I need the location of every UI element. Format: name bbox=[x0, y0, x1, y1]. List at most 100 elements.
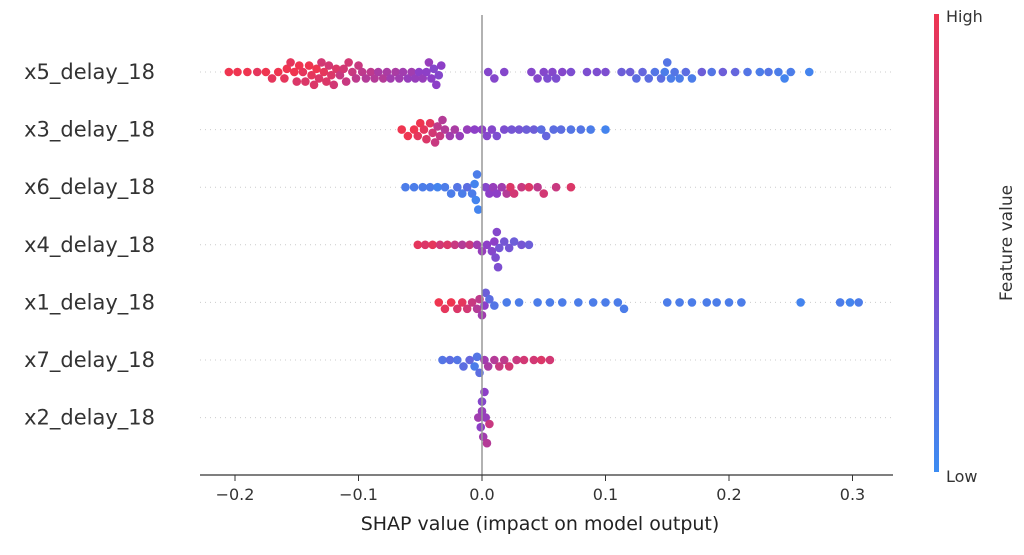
shap-point bbox=[491, 253, 500, 262]
shap-point bbox=[409, 125, 419, 134]
shap-point bbox=[289, 67, 299, 77]
shap-point bbox=[687, 298, 697, 307]
shap-point bbox=[335, 70, 345, 80]
shap-point bbox=[294, 61, 304, 70]
shap-point bbox=[471, 195, 481, 205]
shap-point bbox=[427, 74, 436, 83]
shap-point bbox=[541, 131, 551, 141]
shap-point bbox=[625, 67, 635, 77]
shap-point bbox=[436, 61, 446, 70]
feature-label: x2_delay_18 bbox=[24, 406, 155, 431]
shap-point bbox=[548, 67, 557, 77]
shap-point bbox=[529, 125, 539, 134]
shap-point bbox=[485, 189, 494, 198]
shap-point bbox=[536, 125, 546, 134]
shap-point bbox=[370, 74, 379, 83]
shap-point bbox=[319, 67, 329, 77]
shap-point bbox=[409, 182, 419, 192]
shap-point bbox=[438, 355, 447, 365]
feature-label: x4_delay_18 bbox=[24, 233, 155, 258]
shap-point bbox=[348, 67, 357, 77]
shap-point bbox=[425, 118, 435, 128]
shap-point bbox=[465, 240, 474, 250]
shap-point bbox=[413, 131, 423, 141]
shap-point bbox=[845, 298, 855, 307]
shap-point bbox=[403, 131, 413, 141]
shap-point bbox=[675, 74, 684, 83]
shap-point bbox=[514, 298, 524, 307]
shap-point bbox=[483, 67, 493, 77]
shap-point bbox=[656, 74, 666, 83]
x-axis-label: SHAP value (impact on model output) bbox=[361, 513, 720, 535]
shap-point bbox=[509, 189, 519, 198]
shap-point bbox=[252, 67, 262, 77]
x-tick-label: 0.0 bbox=[469, 485, 494, 504]
shap-point bbox=[457, 240, 467, 250]
shap-point bbox=[517, 240, 526, 250]
shap-point bbox=[472, 304, 482, 314]
shap-point bbox=[282, 64, 292, 74]
shap-point bbox=[504, 362, 514, 371]
shap-point bbox=[433, 122, 442, 131]
shap-point bbox=[415, 118, 425, 128]
shap-point bbox=[499, 125, 509, 134]
shap-point bbox=[457, 189, 467, 198]
shap-point bbox=[549, 125, 558, 134]
shap-point bbox=[644, 74, 654, 83]
shap-point bbox=[835, 298, 845, 307]
shap-point bbox=[588, 298, 598, 307]
shap-point bbox=[502, 298, 512, 307]
shap-point bbox=[446, 189, 456, 198]
shap-point bbox=[322, 77, 331, 86]
shap-point bbox=[397, 125, 407, 134]
shap-point bbox=[298, 67, 308, 77]
shap-point bbox=[482, 240, 492, 250]
shap-point bbox=[403, 74, 413, 83]
shap-point bbox=[312, 64, 321, 74]
shap-point bbox=[435, 131, 445, 141]
shap-point bbox=[650, 67, 660, 77]
shap-point bbox=[854, 298, 863, 307]
shap-point bbox=[473, 205, 483, 214]
shap-point bbox=[401, 182, 410, 192]
shap-point bbox=[533, 182, 542, 192]
shap-point bbox=[434, 298, 444, 307]
shap-point bbox=[422, 67, 431, 77]
shap-point bbox=[485, 294, 494, 304]
shap-point bbox=[429, 64, 439, 74]
shap-point bbox=[536, 355, 546, 365]
shap-point bbox=[413, 240, 423, 250]
shap-point bbox=[450, 240, 460, 250]
shap-point bbox=[301, 77, 310, 86]
shap-point bbox=[407, 67, 416, 77]
shap-point bbox=[304, 61, 314, 70]
x-tick-label: −0.2 bbox=[216, 485, 255, 504]
shap-point bbox=[702, 298, 712, 307]
shap-point bbox=[557, 298, 567, 307]
shap-point bbox=[718, 67, 728, 77]
shap-point bbox=[382, 67, 392, 77]
shap-point bbox=[391, 67, 400, 77]
shap-point bbox=[545, 355, 555, 365]
shap-point bbox=[743, 67, 752, 77]
shap-point bbox=[539, 189, 549, 198]
shap-point bbox=[307, 70, 316, 80]
shap-point bbox=[490, 74, 499, 83]
shap-point bbox=[453, 304, 462, 314]
shap-point bbox=[487, 125, 497, 134]
shap-point bbox=[482, 131, 492, 141]
shap-point bbox=[499, 237, 509, 246]
shap-point bbox=[514, 125, 524, 134]
shap-point bbox=[556, 125, 566, 134]
shap-point bbox=[317, 58, 326, 67]
x-tick-label: 0.2 bbox=[716, 485, 741, 504]
shap-point bbox=[483, 362, 493, 371]
shap-point bbox=[428, 240, 437, 250]
shap-point bbox=[494, 362, 504, 371]
shap-point bbox=[433, 182, 442, 192]
shap-point bbox=[361, 74, 371, 83]
shap-point bbox=[261, 67, 271, 77]
shap-point bbox=[286, 58, 295, 67]
shap-point bbox=[574, 298, 583, 307]
shap-point bbox=[493, 262, 503, 272]
